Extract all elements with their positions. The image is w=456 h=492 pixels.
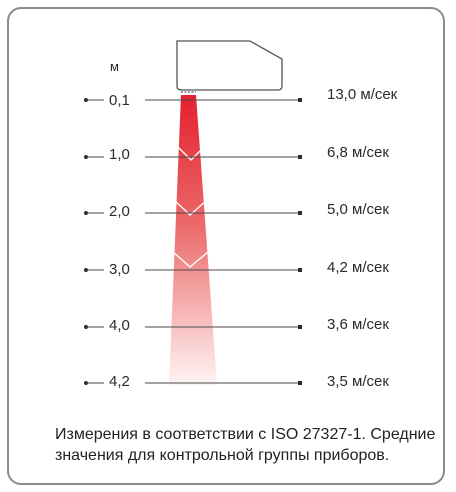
velocity-label: 4,2 м/сек bbox=[327, 259, 389, 276]
measurement-row: 4,0 3,6 м/сек bbox=[84, 316, 389, 334]
chevron-icon bbox=[173, 199, 208, 216]
measurement-row: 0,1 13,0 м/сек bbox=[84, 86, 398, 109]
measurement-row: 4,2 3,5 м/сек bbox=[84, 373, 389, 390]
chevron-icon bbox=[175, 144, 207, 161]
row-marker-right bbox=[298, 268, 302, 272]
row-marker-right bbox=[298, 381, 302, 385]
row-marker-right bbox=[298, 211, 302, 215]
distance-label: 4,2 bbox=[109, 373, 130, 390]
distance-label: 3,0 bbox=[109, 261, 130, 278]
distance-label: 2,0 bbox=[109, 203, 130, 220]
velocity-label: 3,6 м/сек bbox=[327, 316, 389, 333]
measurement-row: 1,0 6,8 м/сек bbox=[84, 144, 389, 163]
measurement-row: 2,0 5,0 м/сек bbox=[84, 201, 389, 220]
distance-label: 1,0 bbox=[109, 146, 130, 163]
device-outline bbox=[176, 40, 283, 91]
distance-label: 4,0 bbox=[109, 317, 130, 334]
velocity-label: 3,5 м/сек bbox=[327, 373, 389, 390]
row-marker-right bbox=[298, 155, 302, 159]
row-marker-right bbox=[298, 98, 302, 102]
velocity-label: 13,0 м/сек bbox=[327, 86, 398, 103]
air-stream bbox=[169, 95, 217, 385]
caption-text: Измерения в соответствии с ISO 27327-1. … bbox=[55, 426, 436, 464]
distance-label: 0,1 bbox=[109, 92, 130, 109]
velocity-label: 6,8 м/сек bbox=[327, 144, 389, 161]
row-marker-right bbox=[298, 325, 302, 329]
unit-label: м bbox=[110, 59, 119, 74]
velocity-label: 5,0 м/сек bbox=[327, 201, 389, 218]
chevron-icon bbox=[172, 251, 209, 268]
measurement-row: 3,0 4,2 м/сек bbox=[84, 259, 389, 278]
